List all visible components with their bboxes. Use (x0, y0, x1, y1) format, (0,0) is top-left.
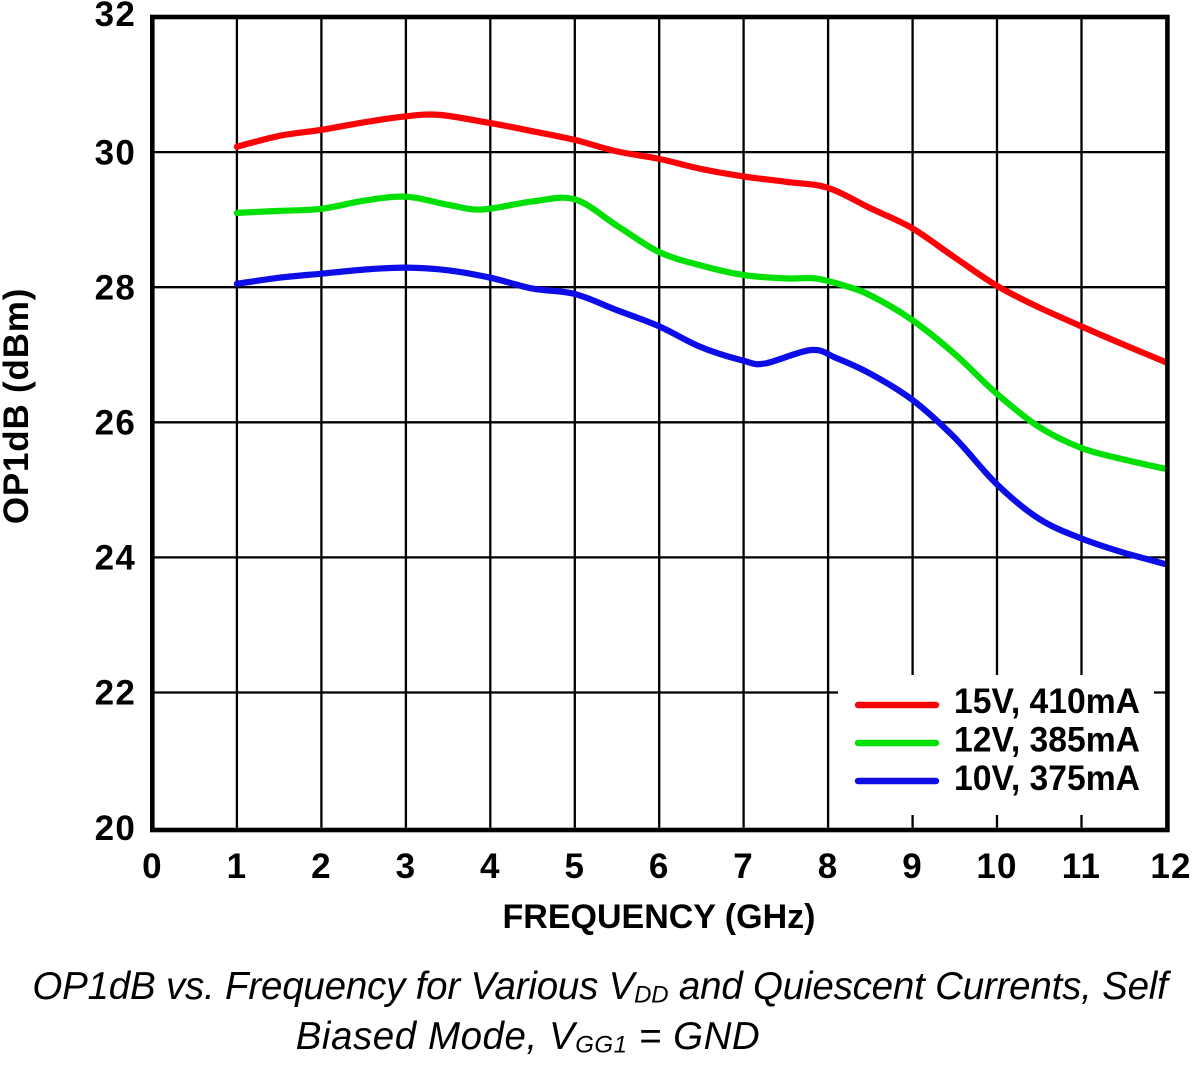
svg-text:24: 24 (95, 539, 136, 578)
svg-text:12: 12 (1150, 847, 1191, 886)
svg-text:4: 4 (480, 847, 501, 886)
svg-text:2: 2 (311, 847, 332, 886)
svg-text:32: 32 (95, 0, 136, 34)
svg-text:22: 22 (95, 674, 136, 713)
svg-text:7: 7 (733, 847, 754, 886)
svg-text:12V, 385mA: 12V, 385mA (954, 721, 1140, 760)
svg-text:15V, 410mA: 15V, 410mA (954, 682, 1140, 721)
svg-text:3: 3 (396, 847, 417, 886)
svg-text:26: 26 (95, 404, 136, 443)
svg-text:9: 9 (902, 847, 923, 886)
svg-text:8: 8 (818, 847, 839, 886)
svg-text:1: 1 (227, 847, 248, 886)
svg-text:10: 10 (976, 847, 1017, 886)
svg-text:20: 20 (95, 809, 136, 848)
svg-text:28: 28 (95, 268, 136, 307)
svg-text:OP1dB vs. Frequency for Variou: OP1dB vs. Frequency for Various VDD and … (32, 965, 1172, 1009)
svg-text:11: 11 (1062, 847, 1101, 886)
svg-text:Biased Mode, VGG1 = GND: Biased Mode, VGG1 = GND (296, 1015, 761, 1059)
svg-text:0: 0 (142, 847, 163, 886)
svg-text:10V, 375mA: 10V, 375mA (954, 759, 1140, 798)
svg-text:FREQUENCY (GHz): FREQUENCY (GHz) (503, 898, 816, 936)
svg-text:30: 30 (95, 133, 136, 172)
svg-text:OP1dB (dBm): OP1dB (dBm) (0, 288, 36, 524)
svg-text:5: 5 (564, 847, 585, 886)
svg-text:6: 6 (649, 847, 670, 886)
